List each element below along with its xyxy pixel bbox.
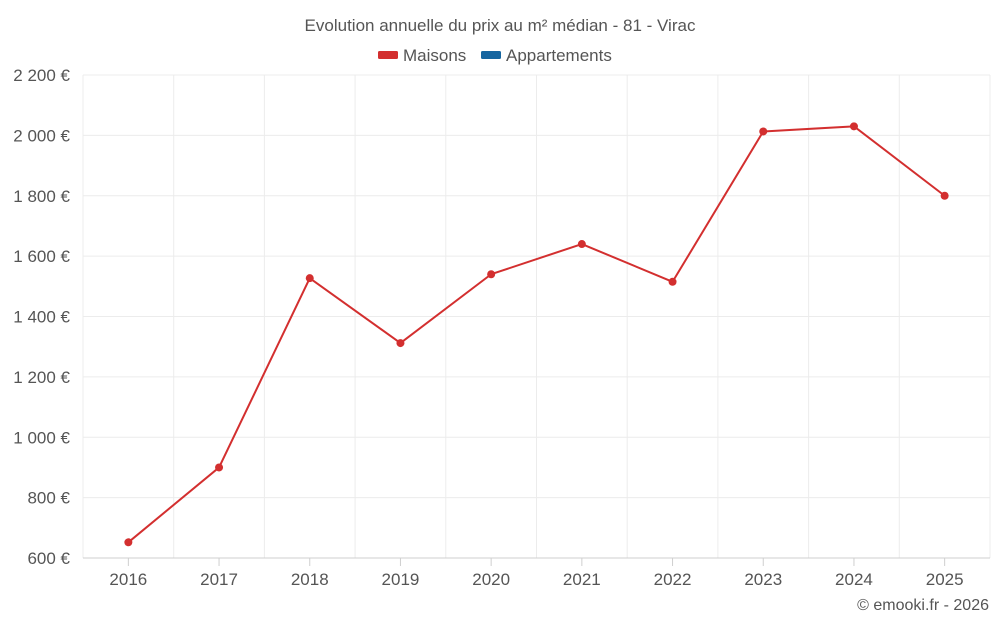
x-tick-label: 2019: [382, 570, 420, 589]
data-point[interactable]: [487, 270, 496, 279]
y-axis-ticks: 600 € 800 € 1 000 € 1 200 € 1 400 € 1 600 € 1 …: [13, 66, 70, 568]
y-tick-label: 600 €: [27, 549, 70, 568]
data-point[interactable]: [577, 240, 586, 249]
grid: [82, 74, 991, 558]
data-point[interactable]: [215, 463, 224, 472]
data-point[interactable]: [940, 191, 949, 200]
data-point[interactable]: [396, 339, 405, 348]
x-tick-label: 2016: [109, 570, 147, 589]
x-tick-label: 2025: [926, 570, 964, 589]
x-tick-label: 2022: [654, 570, 692, 589]
x-axis-ticks: 2016 2017 2018 2019 2020 2021 2022 2023 2024 2025: [109, 558, 964, 589]
y-tick-label: 2 200 €: [13, 66, 70, 85]
legend-label-appartements: Appartements: [506, 46, 612, 65]
y-tick-label: 800 €: [27, 489, 70, 508]
series-layer: [124, 122, 949, 547]
legend-swatch-appartements: [481, 51, 501, 59]
data-point[interactable]: [759, 127, 768, 136]
legend: Maisons Appartements: [378, 46, 612, 65]
y-tick-label: 1 800 €: [13, 187, 70, 206]
y-tick-label: 1 400 €: [13, 308, 70, 327]
x-tick-label: 2021: [563, 570, 601, 589]
data-point[interactable]: [124, 538, 133, 547]
y-tick-label: 1 600 €: [13, 247, 70, 266]
credit-text: © emooki.fr - 2026: [857, 597, 989, 614]
x-tick-label: 2024: [835, 570, 873, 589]
x-tick-label: 2018: [291, 570, 329, 589]
legend-label-maisons: Maisons: [403, 46, 466, 65]
series-line-maisons: [127, 125, 946, 544]
x-tick-label: 2017: [200, 570, 238, 589]
data-point[interactable]: [668, 277, 677, 286]
y-tick-label: 2 000 €: [13, 126, 70, 145]
x-tick-label: 2023: [744, 570, 782, 589]
legend-item-maisons[interactable]: Maisons: [378, 46, 466, 65]
legend-swatch-maisons: [378, 51, 398, 59]
x-tick-label: 2020: [472, 570, 510, 589]
data-point[interactable]: [305, 274, 314, 283]
data-point[interactable]: [849, 122, 858, 131]
y-tick-label: 1 200 €: [13, 368, 70, 387]
legend-item-appartements[interactable]: Appartements: [481, 46, 612, 65]
y-tick-label: 1 000 €: [13, 428, 70, 447]
chart-title: Evolution annuelle du prix au m² médian …: [305, 16, 696, 35]
